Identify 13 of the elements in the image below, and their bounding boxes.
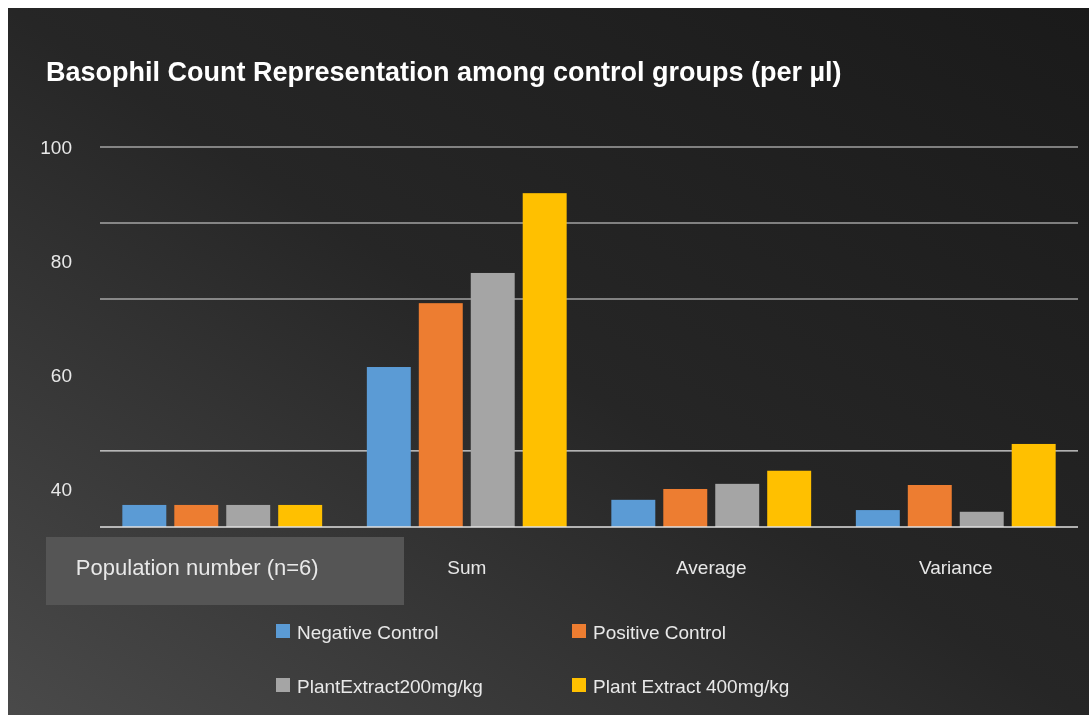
x-tick-label: Variance	[918, 556, 993, 578]
y-tick-label: 40	[50, 478, 72, 500]
y-tick-label: 80	[50, 250, 72, 272]
x-tick-label: Average	[676, 556, 747, 578]
legend-label: PlantExtract200mg/kg	[297, 675, 483, 697]
legend-label: Negative Control	[297, 621, 439, 643]
x-tick-label: Sum	[447, 556, 487, 578]
y-tick-label: 100	[40, 136, 72, 158]
y-tick-label: 60	[50, 364, 72, 386]
legend-label: Plant Extract 400mg/kg	[593, 675, 790, 697]
legend-label: Positive Control	[593, 621, 727, 643]
chart-title: Basophil Count Representation among control groups (per µl)	[46, 57, 842, 87]
x-tick-label: Population number (n=6)	[75, 554, 319, 580]
